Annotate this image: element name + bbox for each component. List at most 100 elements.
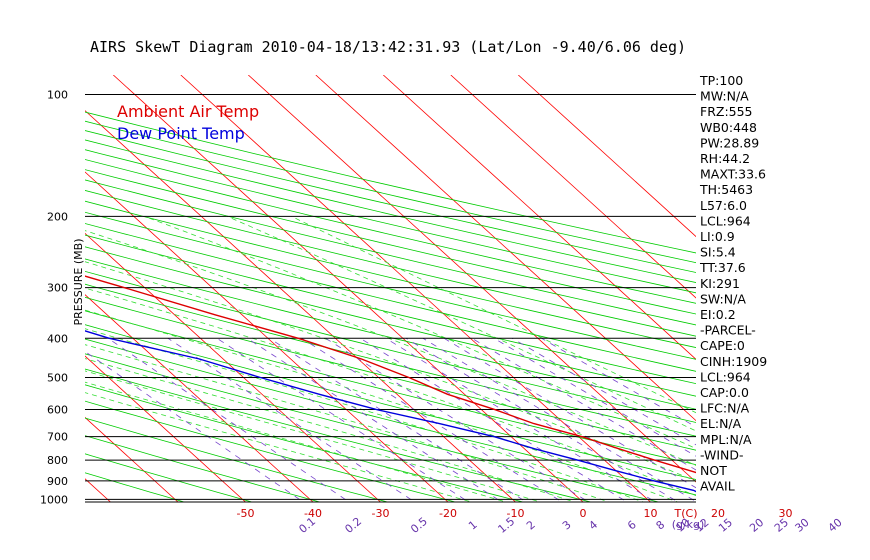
- isotherm-line: [383, 75, 696, 360]
- index-value: CINH:1909: [700, 354, 767, 369]
- mixing-ratio-tick-label: 6: [625, 518, 639, 532]
- index-value: SI:5.4: [700, 245, 736, 260]
- isotherm-line: [85, 416, 179, 502]
- legend-ambient-air-temp: Ambient Air Temp: [117, 102, 259, 121]
- dry-adiabat-line: [85, 159, 696, 304]
- index-value: CAPE:0: [700, 338, 745, 353]
- dry-adiabat-line: [85, 310, 696, 466]
- mixing-ratio-line: [301, 337, 563, 502]
- dry-adiabat-line: [85, 384, 525, 502]
- index-value: MAXT:33.6: [700, 167, 766, 182]
- dry-adiabat-line: [85, 400, 457, 502]
- index-value: AVAIL: [700, 479, 735, 494]
- mixing-ratio-tick-label: 40: [826, 516, 845, 535]
- dry-adiabat-line: [85, 258, 696, 410]
- dry-adiabat-line: [85, 200, 696, 348]
- temp-tick-label-bottom: 20: [711, 507, 725, 520]
- index-panel: TP:100MW:N/AFRZ:555WB0:448PW:28.89RH:44.…: [699, 73, 767, 494]
- dry-adiabat-line: [85, 338, 696, 496]
- index-value: KI:291: [700, 276, 740, 291]
- temperature-line: [85, 275, 696, 474]
- temp-tick-label-bottom: -40: [304, 507, 322, 520]
- dry-adiabat-line: [85, 417, 389, 502]
- dry-adiabat-line: [85, 189, 696, 337]
- dry-adiabat-line: [85, 223, 696, 372]
- dry-adiabat-line: [85, 120, 696, 264]
- temp-tick-label-bottom: 30: [779, 507, 793, 520]
- index-value: TT:37.6: [699, 260, 746, 275]
- temp-tick-label-bottom: 0: [580, 507, 587, 520]
- isotherm-line: [85, 232, 381, 502]
- series-lines: [85, 275, 696, 493]
- legend: Ambient Air Temp Dew Point Temp: [117, 102, 259, 143]
- dry-adiabat-line: [85, 435, 322, 502]
- index-value: NOT: [700, 463, 727, 478]
- dry-adiabat-line: [85, 149, 696, 294]
- mixing-ratio-tick-label: 4: [586, 518, 600, 532]
- index-value: TH:5463: [699, 182, 753, 197]
- mixing-ratio-line: [511, 337, 696, 446]
- mixing-ratio-line: [405, 337, 679, 502]
- mixing-ratio-unit-label: (g/kg): [672, 518, 705, 531]
- pressure-tick-label: 400: [47, 332, 68, 345]
- mixing-ratio-tick-label: 20: [747, 516, 766, 535]
- index-value: MW:N/A: [700, 89, 749, 104]
- mixing-ratio-tick-label: 8: [654, 518, 668, 532]
- index-value: SW:N/A: [700, 291, 746, 306]
- moist-adiabat-line: [85, 370, 542, 502]
- temp-tick-label-bottom: -30: [372, 507, 390, 520]
- isotherm-line: [85, 294, 314, 502]
- isotherm-line: [315, 75, 696, 422]
- index-value: LCL:964: [700, 369, 751, 384]
- mixing-ratio-tick-label: 0.2: [342, 515, 364, 536]
- index-value: L57:6.0: [700, 198, 747, 213]
- temp-tick-label-bottom: -10: [507, 507, 525, 520]
- moist-adiabat-line: [85, 261, 696, 482]
- mixing-ratio-line: [167, 337, 416, 502]
- mixing-ratio-line: [443, 337, 696, 489]
- pressure-tick-label: 800: [47, 454, 68, 467]
- isotherm-line: [450, 75, 696, 299]
- index-value: -WIND-: [700, 447, 744, 462]
- index-value: MPL:N/A: [700, 432, 752, 447]
- dry-adiabat-line: [85, 472, 186, 502]
- mixing-ratio-line: [422, 337, 696, 502]
- moist-adiabat-line: [85, 230, 696, 466]
- index-value: LFC:N/A: [700, 401, 750, 416]
- index-value: EL:N/A: [700, 416, 742, 431]
- dry-adiabat-line: [85, 324, 696, 481]
- isotherm-line: [518, 75, 696, 238]
- dry-adiabat-line: [85, 296, 696, 451]
- mixing-ratio-tick-label: 3: [560, 518, 574, 532]
- dry-adiabat-line: [85, 234, 696, 385]
- chart-title: AIRS SkewT Diagram 2010-04-18/13:42:31.9…: [90, 38, 686, 56]
- pressure-axis-label: PRESSURE (MB): [72, 239, 85, 326]
- mixing-ratio-line: [269, 337, 528, 502]
- dry-adiabat-line: [85, 453, 254, 502]
- dry-adiabat-line: [85, 130, 696, 273]
- pressure-tick-label: 100: [47, 88, 68, 101]
- dry-adiabat-line: [85, 211, 696, 360]
- mixing-ratio-tick-label: 1: [466, 518, 480, 532]
- pressure-tick-label: 300: [47, 282, 68, 295]
- dry-adiabat-line: [85, 179, 696, 326]
- index-value: -PARCEL-: [700, 323, 756, 338]
- moist-adiabat-line: [144, 216, 696, 450]
- index-value: TP:100: [699, 73, 743, 88]
- dry-adiabat-line: [85, 270, 696, 423]
- mixing-ratio-tick-label: 2: [524, 518, 538, 532]
- index-value: LCL:964: [700, 213, 751, 228]
- mixing-ratio-line: [541, 337, 696, 428]
- pressure-tick-label: 200: [47, 210, 68, 223]
- dry-adiabat-line: [85, 283, 696, 437]
- mixing-ratio-line: [216, 337, 470, 502]
- isotherm-line: [85, 355, 246, 502]
- index-value: LI:0.9: [700, 229, 735, 244]
- dry-adiabat-line: [85, 353, 661, 502]
- isotherm-line: [85, 110, 516, 502]
- isobars: 100 200 300 400 500 600 700 800 900 1000: [40, 88, 696, 506]
- temp-tick-label-bottom: 10: [644, 507, 658, 520]
- dewpoint-line: [85, 330, 696, 493]
- pressure-tick-label: 500: [47, 371, 68, 384]
- moist-adiabat-line: [85, 287, 696, 497]
